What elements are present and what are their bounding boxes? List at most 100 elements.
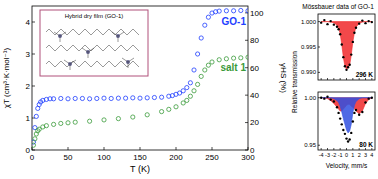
y-tick bbox=[32, 150, 35, 151]
data-point bbox=[232, 56, 236, 60]
y2-tick-label: 100 bbox=[250, 9, 264, 18]
y-tick-label: 1.000 bbox=[301, 19, 317, 25]
data-point bbox=[361, 111, 363, 113]
x-tick bbox=[365, 78, 366, 80]
data-point bbox=[336, 25, 338, 27]
data-point bbox=[203, 68, 207, 72]
y2-tick-label: 80 bbox=[250, 36, 259, 45]
x-tick bbox=[346, 148, 347, 150]
data-point bbox=[355, 109, 357, 111]
y-tick-label: 1 bbox=[26, 114, 31, 123]
data-point bbox=[341, 123, 343, 125]
x-tick-label: 0 bbox=[30, 153, 35, 162]
data-point bbox=[344, 133, 346, 135]
data-point bbox=[320, 97, 322, 99]
data-point bbox=[239, 8, 243, 12]
data-point bbox=[367, 97, 369, 99]
y-tick-label: 2 bbox=[26, 82, 31, 91]
data-point bbox=[350, 53, 352, 55]
data-point bbox=[210, 60, 214, 64]
inset-frame bbox=[40, 10, 148, 76]
x-tick-label: 0 bbox=[345, 152, 348, 158]
data-point bbox=[224, 9, 228, 13]
x-tick bbox=[352, 78, 353, 80]
data-point bbox=[246, 9, 248, 13]
data-point bbox=[167, 107, 171, 111]
y-tick bbox=[32, 86, 35, 87]
y2-tick-label: 0 bbox=[250, 146, 255, 155]
y-tick-label: 0.95 bbox=[304, 142, 316, 148]
y-tick bbox=[318, 21, 320, 22]
y-tick-label: 4 bbox=[26, 18, 31, 27]
data-point bbox=[347, 66, 349, 68]
data-point bbox=[192, 89, 196, 93]
data-point bbox=[199, 36, 203, 40]
y2-tick bbox=[245, 122, 248, 123]
plot-frame bbox=[318, 92, 375, 150]
y2-tick bbox=[245, 95, 248, 96]
y2-tick-label: 60 bbox=[250, 64, 259, 73]
data-point bbox=[337, 28, 339, 30]
data-point bbox=[131, 96, 135, 100]
x-tick bbox=[333, 78, 334, 80]
data-point bbox=[333, 23, 335, 25]
data-point bbox=[73, 120, 77, 124]
y2-tick bbox=[245, 40, 248, 41]
x-tick-label: 100 bbox=[97, 153, 111, 162]
chart-2: -4-3-2-1012340.951.0080 KVelocity, mm/s bbox=[304, 92, 375, 170]
x-tick bbox=[327, 148, 328, 150]
data-point bbox=[102, 118, 106, 122]
y-tick bbox=[318, 97, 320, 98]
x-tick bbox=[140, 147, 141, 150]
data-point bbox=[336, 106, 338, 108]
x-tick-label: -2 bbox=[331, 152, 336, 158]
figure: 05010015020025030001234020406080100GO-1s… bbox=[0, 0, 378, 179]
x-tick-label: 250 bbox=[205, 153, 219, 162]
data-point bbox=[203, 23, 207, 27]
data-point bbox=[44, 124, 48, 128]
series-label: GO-1 bbox=[222, 16, 247, 27]
x-tick bbox=[340, 148, 341, 150]
data-point bbox=[116, 117, 120, 121]
data-point bbox=[109, 96, 113, 100]
data-point bbox=[88, 119, 92, 123]
data-point bbox=[145, 96, 149, 100]
annotation: 296 K bbox=[356, 71, 374, 78]
inset-bond bbox=[54, 32, 66, 42]
data-group bbox=[320, 96, 373, 143]
y-tick bbox=[32, 54, 35, 55]
data-point bbox=[371, 21, 373, 23]
data-point bbox=[342, 56, 344, 58]
x-tick bbox=[371, 148, 372, 150]
data-point bbox=[352, 120, 354, 122]
data-point bbox=[353, 32, 355, 34]
data-point bbox=[358, 114, 360, 116]
data-point bbox=[192, 68, 196, 72]
data-point bbox=[329, 98, 331, 100]
data-point bbox=[52, 122, 56, 126]
x-tick-label: 200 bbox=[169, 153, 183, 162]
data-point bbox=[116, 96, 120, 100]
x-tick bbox=[248, 147, 249, 150]
data-point bbox=[34, 114, 38, 118]
data-point bbox=[323, 19, 325, 21]
data-point bbox=[361, 19, 363, 21]
data-point bbox=[371, 97, 373, 99]
x-tick-label: -3 bbox=[325, 152, 330, 158]
inset: Hybrid dry film (GO-1) bbox=[40, 10, 148, 76]
data-point bbox=[160, 95, 164, 99]
data-point bbox=[342, 129, 344, 131]
data-point bbox=[152, 95, 156, 99]
inset-bond bbox=[64, 60, 76, 70]
y-axis-label: χT (cm³·K·mol⁻¹) bbox=[2, 48, 11, 109]
x-tick-label: 3 bbox=[364, 152, 367, 158]
y-tick bbox=[318, 145, 320, 146]
x-tick bbox=[321, 78, 322, 80]
data-point bbox=[188, 81, 192, 85]
data-point bbox=[59, 96, 63, 100]
x-axis-label: Velocity, mm/s bbox=[326, 162, 368, 170]
x-tick-label: 2 bbox=[358, 152, 361, 158]
data-point bbox=[124, 96, 128, 100]
y2-tick-label: 40 bbox=[250, 91, 259, 100]
data-point bbox=[206, 63, 210, 67]
